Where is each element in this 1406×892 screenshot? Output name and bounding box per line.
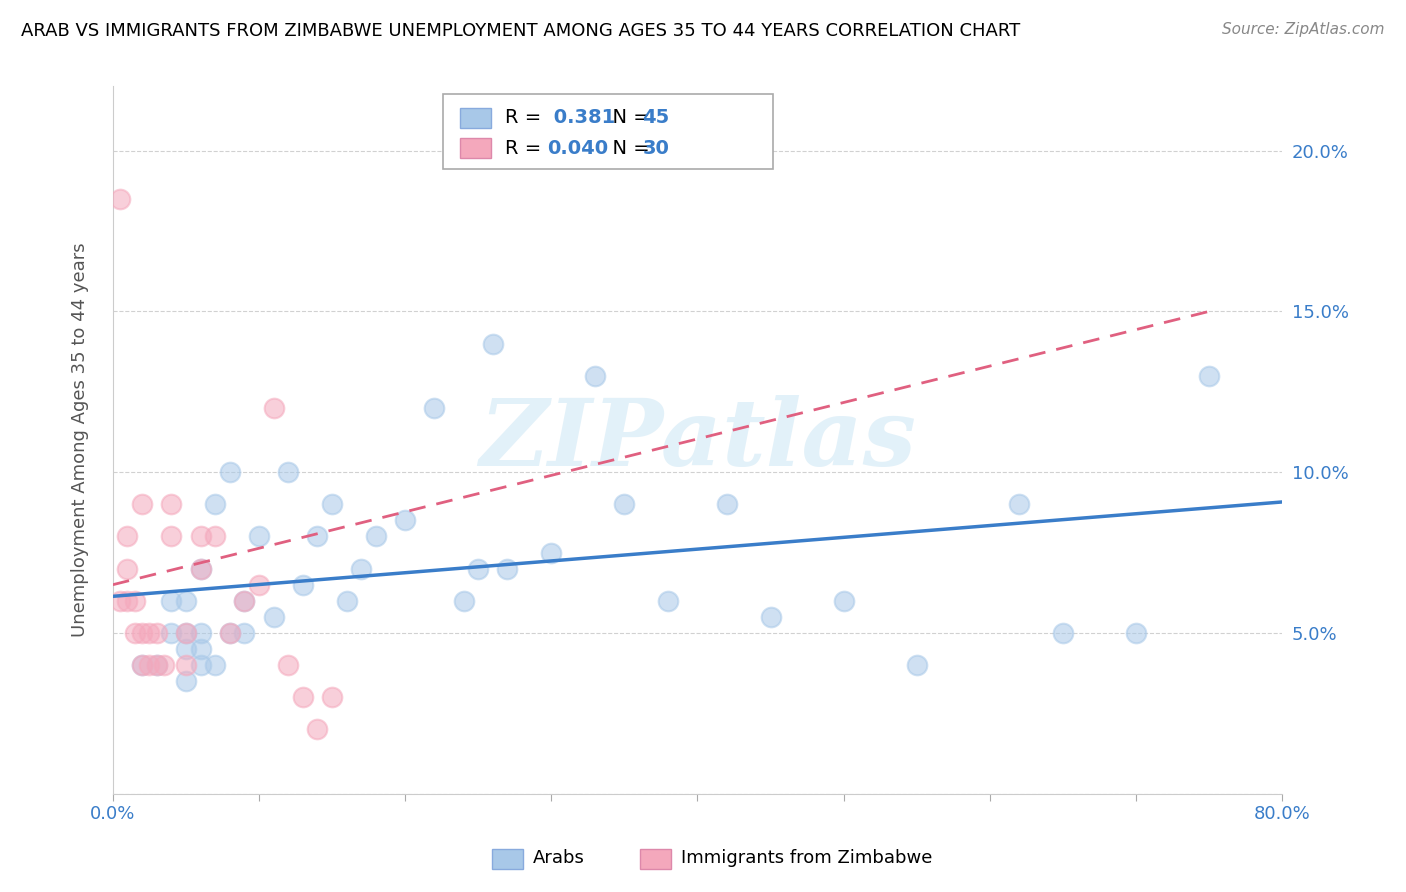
- Point: [482, 336, 505, 351]
- Point: [174, 626, 197, 640]
- Point: [138, 626, 160, 640]
- Point: [108, 594, 131, 608]
- Point: [613, 497, 636, 511]
- Point: [496, 561, 519, 575]
- Point: [218, 465, 240, 479]
- Point: [145, 626, 167, 640]
- Point: [190, 658, 212, 673]
- Text: ZIPatlas: ZIPatlas: [479, 395, 915, 485]
- Point: [832, 594, 855, 608]
- Point: [218, 626, 240, 640]
- Point: [108, 192, 131, 206]
- Point: [423, 401, 446, 415]
- Point: [321, 690, 343, 705]
- Text: 0.040: 0.040: [547, 139, 607, 158]
- Point: [131, 626, 153, 640]
- Y-axis label: Unemployment Among Ages 35 to 44 years: Unemployment Among Ages 35 to 44 years: [72, 243, 89, 637]
- Point: [759, 610, 782, 624]
- Point: [583, 368, 606, 383]
- Point: [350, 561, 373, 575]
- Point: [131, 658, 153, 673]
- Point: [160, 497, 183, 511]
- Text: R =: R =: [505, 139, 547, 158]
- Point: [138, 658, 160, 673]
- Point: [190, 642, 212, 657]
- Point: [1052, 626, 1074, 640]
- Point: [453, 594, 475, 608]
- Point: [905, 658, 928, 673]
- Text: Immigrants from Zimbabwe: Immigrants from Zimbabwe: [681, 849, 932, 867]
- Point: [291, 690, 314, 705]
- Point: [364, 529, 387, 543]
- Point: [321, 497, 343, 511]
- Point: [174, 674, 197, 689]
- Point: [291, 577, 314, 591]
- Point: [174, 594, 197, 608]
- Point: [716, 497, 738, 511]
- Text: 45: 45: [643, 109, 669, 128]
- Point: [394, 513, 416, 527]
- Point: [263, 610, 285, 624]
- Text: N =: N =: [600, 109, 657, 128]
- Point: [174, 642, 197, 657]
- Point: [233, 594, 256, 608]
- Point: [160, 594, 183, 608]
- Point: [233, 626, 256, 640]
- Point: [1125, 626, 1147, 640]
- Point: [124, 594, 146, 608]
- Text: ARAB VS IMMIGRANTS FROM ZIMBABWE UNEMPLOYMENT AMONG AGES 35 TO 44 YEARS CORRELAT: ARAB VS IMMIGRANTS FROM ZIMBABWE UNEMPLO…: [21, 22, 1021, 40]
- Text: Arabs: Arabs: [533, 849, 585, 867]
- Point: [204, 529, 226, 543]
- Point: [145, 658, 167, 673]
- Point: [218, 626, 240, 640]
- Point: [204, 658, 226, 673]
- Point: [190, 626, 212, 640]
- Point: [145, 658, 167, 673]
- Point: [263, 401, 285, 415]
- Point: [160, 626, 183, 640]
- Point: [1008, 497, 1031, 511]
- Point: [117, 561, 139, 575]
- Text: Source: ZipAtlas.com: Source: ZipAtlas.com: [1222, 22, 1385, 37]
- Point: [131, 497, 153, 511]
- Text: N =: N =: [600, 139, 657, 158]
- Point: [540, 545, 562, 559]
- Point: [190, 561, 212, 575]
- Point: [190, 529, 212, 543]
- Point: [153, 658, 176, 673]
- Point: [336, 594, 359, 608]
- Point: [233, 594, 256, 608]
- Point: [160, 529, 183, 543]
- Point: [467, 561, 489, 575]
- Point: [174, 658, 197, 673]
- Point: [204, 497, 226, 511]
- Point: [307, 723, 329, 737]
- Point: [174, 626, 197, 640]
- Point: [117, 594, 139, 608]
- Point: [190, 561, 212, 575]
- Point: [1198, 368, 1220, 383]
- Point: [124, 626, 146, 640]
- Point: [117, 529, 139, 543]
- Text: 30: 30: [643, 139, 669, 158]
- Point: [307, 529, 329, 543]
- Point: [657, 594, 679, 608]
- Text: 0.381: 0.381: [547, 109, 616, 128]
- Point: [247, 577, 270, 591]
- Point: [247, 529, 270, 543]
- Point: [131, 658, 153, 673]
- Point: [277, 465, 299, 479]
- Text: R =: R =: [505, 109, 547, 128]
- Point: [277, 658, 299, 673]
